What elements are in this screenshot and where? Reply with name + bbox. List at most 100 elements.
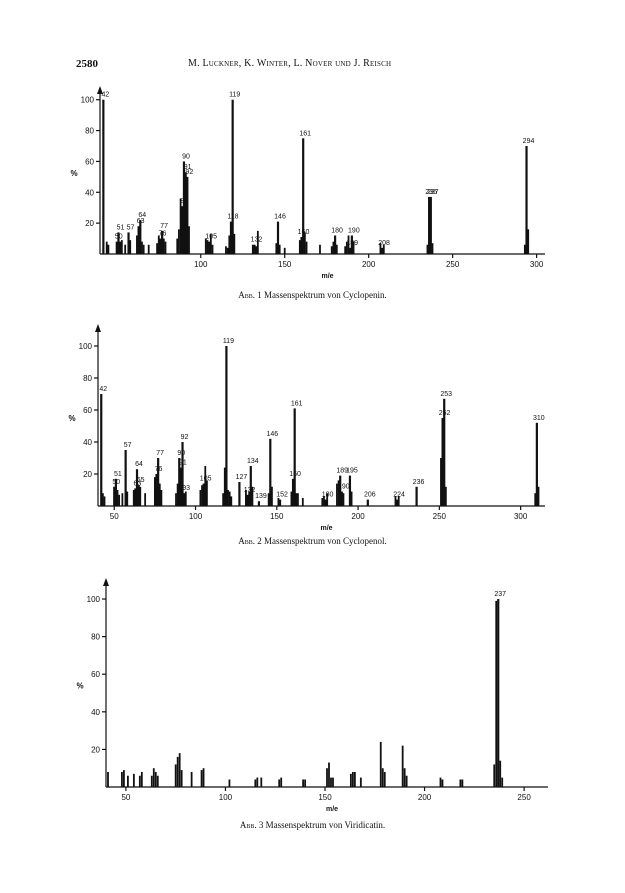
peak-label: 77 [160,223,168,230]
minor-peak-bar [290,491,293,506]
y-axis-arrow [97,86,103,94]
minor-peak-bar [256,230,259,254]
peak-bar [276,221,280,254]
y-tick-label: 20 [85,219,94,228]
y-tick-label: 40 [83,438,92,447]
peak-label: 92 [181,434,189,441]
minor-peak-bar [176,238,179,254]
minor-peak-bar [350,491,353,506]
peak-label: 152 [276,492,288,499]
minor-peak-bar [223,467,226,506]
peak-bar [333,235,337,254]
minor-peak-bar [461,779,464,787]
minor-peak-bar [332,777,334,787]
minor-peak-bar [179,198,182,254]
peak-bar [291,478,295,506]
minor-peak-bar [225,246,227,254]
caption-3: Abb. 3 Massenspektrum von Viridicatin. [0,820,625,830]
peak-bar [229,221,233,254]
peak-bar [366,499,369,506]
peak-bar [428,196,431,254]
x-tick-label: 100 [219,793,233,802]
peak-label: 105 [205,234,217,241]
peak-bar [113,486,116,506]
y-tick-label: 20 [83,470,92,479]
mass-spectrum-chart-2: 2040608010050100150200250300m/e%42505157… [68,324,545,530]
peak-bar [139,220,142,254]
peak-bar [302,138,305,254]
peak-label: 57 [124,442,132,449]
minor-peak-bar [178,229,180,254]
peak-bar [525,146,528,254]
peak-label: 92 [185,169,193,176]
x-tick-label: 150 [278,260,292,269]
minor-peak-bar [277,498,280,506]
peak-label: 127 [236,474,248,481]
minor-peak-bar [441,779,444,787]
peak-bar [183,493,186,506]
y-tick-label: 60 [83,406,92,415]
minor-peak-bar [156,775,159,787]
minor-peak-bar [523,244,526,254]
caption-3-label: Abb. 3 [239,820,264,830]
peak-label: 90 [182,153,190,160]
peak-bar [161,230,164,254]
x-tick-label: 200 [418,793,432,802]
minor-peak-bar [140,771,143,787]
peak-label: 195 [346,468,358,475]
peak-bar [340,491,343,506]
minor-peak-bar [188,226,190,254]
peak-bar [348,475,352,506]
caption-1-text: Massenspektrum von Cyclopenin. [264,290,387,300]
peak-label: 64 [138,212,146,219]
x-tick-label: 250 [433,512,447,521]
minor-peak-bar [144,493,147,506]
minor-peak-bar [255,246,258,254]
minor-peak-bar [176,756,179,787]
peak-label: 310 [533,415,545,422]
minor-peak-bar [431,243,434,254]
peak-label: 119 [229,92,240,99]
minor-peak-bar [156,243,158,254]
minor-peak-bar [353,771,356,787]
x-tick-label: 150 [318,793,332,802]
minor-peak-bar [403,768,406,787]
y-axis-arrow [103,578,109,586]
minor-peak-bar [101,493,104,506]
minor-peak-bar [254,779,257,787]
minor-peak-bar [228,491,231,506]
peak-label: 224 [393,492,405,499]
peak-bar [381,247,384,254]
peak-bar [443,398,446,506]
running-head-authors: M. Luckner, K. Winter, L. Nover und J. R… [188,58,392,69]
peak-label: 253 [440,391,452,398]
peak-bar [249,466,252,506]
minor-peak-bar [153,477,156,506]
minor-peak-bar [280,777,283,787]
minor-peak-bar [245,490,247,506]
minor-peak-bar [349,773,352,787]
minor-peak-bar [124,244,127,254]
peak-bar [208,241,211,254]
y-tick-label: 80 [83,374,92,383]
minor-peak-bar [251,244,254,254]
minor-peak-bar [120,240,123,254]
caption-3-text: Massenspektrum von Viridicatin. [265,820,386,830]
x-axis-label: m/e [326,806,338,813]
minor-peak-bar [201,485,203,506]
peak-label: 90 [177,450,185,457]
minor-peak-bar [304,779,306,787]
peak-bar [186,176,189,254]
minor-peak-bar [537,486,540,506]
minor-peak-bar [116,490,119,506]
minor-peak-bar [141,241,143,254]
minor-peak-bar [200,770,203,787]
minor-peak-bar [321,498,324,506]
minor-peak-bar [344,246,347,254]
caption-1: Abb. 1 Massenspektrum von Cyclopenin. [0,290,625,300]
caption-2-label: Abb. 2 [238,536,262,546]
peak-bar [497,599,500,787]
minor-peak-bar [119,241,122,254]
mass-spectrum-chart-1: 20406080100100150200250300m/e%4250515763… [70,86,545,280]
peak-bar [184,172,187,254]
